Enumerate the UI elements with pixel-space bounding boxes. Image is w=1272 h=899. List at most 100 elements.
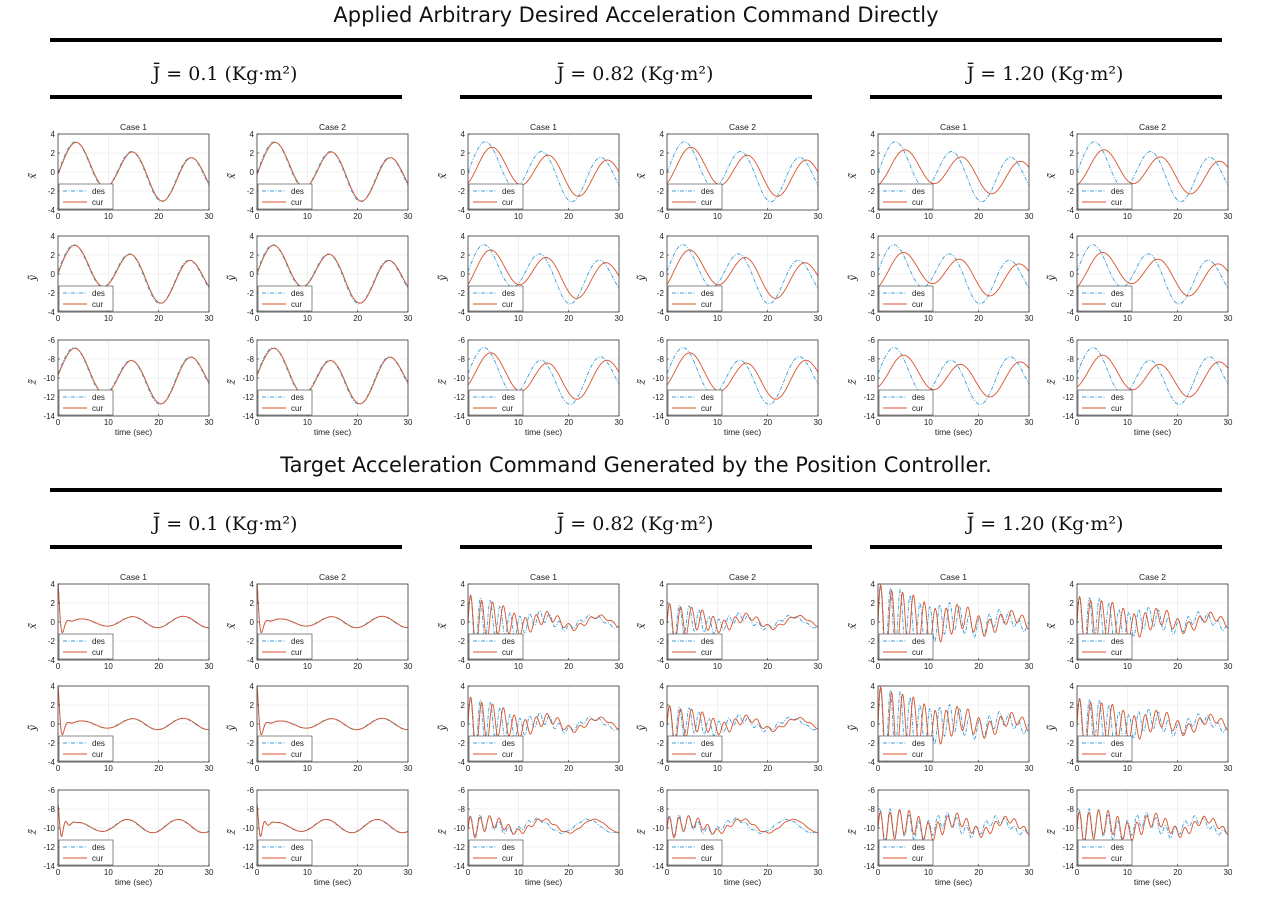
legend: des cur bbox=[468, 839, 524, 866]
y-tick-label: -12 bbox=[863, 843, 875, 852]
y-tick-label: -6 bbox=[868, 786, 876, 795]
legend-box bbox=[878, 389, 934, 416]
legend-label-des: des bbox=[912, 843, 925, 852]
y-tick-label: -4 bbox=[1067, 758, 1075, 767]
series-des bbox=[877, 347, 1030, 405]
x-tick-label: 20 bbox=[1173, 662, 1182, 671]
x-tick-label: 10 bbox=[514, 764, 523, 773]
legend-label-des: des bbox=[701, 843, 714, 852]
series-cur bbox=[877, 686, 1030, 763]
group-divider bbox=[870, 95, 1222, 99]
y-tick-label: -2 bbox=[1067, 187, 1075, 196]
legend-label-cur: cur bbox=[92, 854, 103, 863]
y-tick-label: 4 bbox=[871, 232, 876, 241]
y-tick-label: -10 bbox=[242, 374, 254, 383]
x-tick-label: 30 bbox=[1025, 212, 1034, 221]
x-tick-label: 10 bbox=[713, 314, 722, 323]
x-tick-label: 30 bbox=[404, 764, 413, 773]
x-tick-label: 0 bbox=[1075, 662, 1080, 671]
y-tick-label: 0 bbox=[461, 270, 466, 279]
legend-box bbox=[257, 183, 313, 210]
y-axis-label: x̃̈ bbox=[1047, 173, 1058, 179]
case-title: Case 1 bbox=[940, 572, 967, 582]
x-tick-label: 20 bbox=[353, 314, 362, 323]
y-tick-label: -14 bbox=[453, 862, 465, 871]
x-tick-label: 30 bbox=[615, 662, 624, 671]
series-cur bbox=[256, 347, 409, 405]
legend: des cur bbox=[468, 389, 524, 416]
series-cur bbox=[877, 354, 1030, 398]
series-cur bbox=[666, 815, 819, 839]
x-tick-label: 20 bbox=[564, 418, 573, 427]
legend-label-cur: cur bbox=[92, 198, 103, 207]
legend: des cur bbox=[667, 633, 723, 660]
y-tick-label: 0 bbox=[250, 270, 255, 279]
y-tick-label: -12 bbox=[43, 843, 55, 852]
x-tick-label: 10 bbox=[303, 314, 312, 323]
y-tick-label: -8 bbox=[868, 355, 876, 364]
y-tick-label: -6 bbox=[657, 336, 665, 345]
series-des bbox=[666, 814, 819, 837]
y-axis-label: z̃̈ bbox=[28, 379, 39, 386]
legend-box bbox=[667, 735, 723, 762]
y-tick-label: -2 bbox=[48, 289, 56, 298]
y-tick-label: 4 bbox=[660, 232, 665, 241]
y-tick-label: -12 bbox=[1062, 393, 1074, 402]
series-cur bbox=[666, 705, 819, 745]
legend: des cur bbox=[878, 183, 934, 210]
y-tick-label: 0 bbox=[51, 618, 56, 627]
y-tick-label: 2 bbox=[51, 149, 56, 158]
legend: des cur bbox=[1077, 183, 1133, 210]
series-cur bbox=[57, 685, 209, 736]
x-tick-label: 30 bbox=[1025, 764, 1034, 773]
y-tick-label: -8 bbox=[458, 805, 466, 814]
x-tick-label: 30 bbox=[1025, 868, 1034, 877]
y-tick-label: -2 bbox=[48, 637, 56, 646]
x-tick-label: 20 bbox=[353, 868, 362, 877]
x-tick-label: 10 bbox=[1123, 868, 1132, 877]
x-tick-label: 20 bbox=[1173, 212, 1182, 221]
series-cur bbox=[1076, 354, 1229, 398]
x-tick-label: 10 bbox=[104, 418, 113, 427]
x-tick-label: 0 bbox=[56, 418, 61, 427]
x-tick-label: 10 bbox=[514, 418, 523, 427]
x-tick-label: 10 bbox=[514, 314, 523, 323]
y-tick-label: -4 bbox=[458, 758, 466, 767]
x-tick-label: 20 bbox=[974, 662, 983, 671]
y-axis-label: z̃̈ bbox=[1047, 829, 1058, 836]
x-tick-label: 10 bbox=[924, 662, 933, 671]
x-tick-label: 10 bbox=[303, 662, 312, 671]
x-axis-label: time (sec) bbox=[525, 877, 562, 887]
y-tick-label: -4 bbox=[247, 758, 255, 767]
x-tick-label: 0 bbox=[1075, 314, 1080, 323]
x-tick-label: 30 bbox=[814, 212, 823, 221]
y-tick-label: -2 bbox=[657, 739, 665, 748]
y-tick-label: 0 bbox=[51, 168, 56, 177]
x-tick-label: 20 bbox=[763, 418, 772, 427]
y-tick-label: 4 bbox=[1070, 580, 1075, 589]
y-tick-label: -4 bbox=[247, 656, 255, 665]
legend-box bbox=[667, 389, 723, 416]
legend: des cur bbox=[667, 839, 723, 866]
series-cur bbox=[256, 583, 408, 634]
y-tick-label: 0 bbox=[660, 168, 665, 177]
case-title: Case 1 bbox=[120, 572, 147, 582]
y-axis-label: ỹ̈ bbox=[28, 725, 39, 732]
y-tick-label: -14 bbox=[652, 862, 664, 871]
y-tick-label: 0 bbox=[51, 720, 56, 729]
x-tick-label: 0 bbox=[665, 314, 670, 323]
x-tick-label: 0 bbox=[56, 212, 61, 221]
y-axis-label: x̃̈ bbox=[438, 623, 449, 629]
subplot-position-J0.82-case1-row2: 0 10 20 30 -6 -8 -10 -12 -14 z̃̈ time (sec) des cur bbox=[438, 786, 624, 887]
y-tick-label: 4 bbox=[461, 232, 466, 241]
y-tick-label: 2 bbox=[1070, 149, 1075, 158]
x-tick-label: 10 bbox=[1123, 418, 1132, 427]
y-axis-label: ỹ̈ bbox=[438, 725, 449, 732]
